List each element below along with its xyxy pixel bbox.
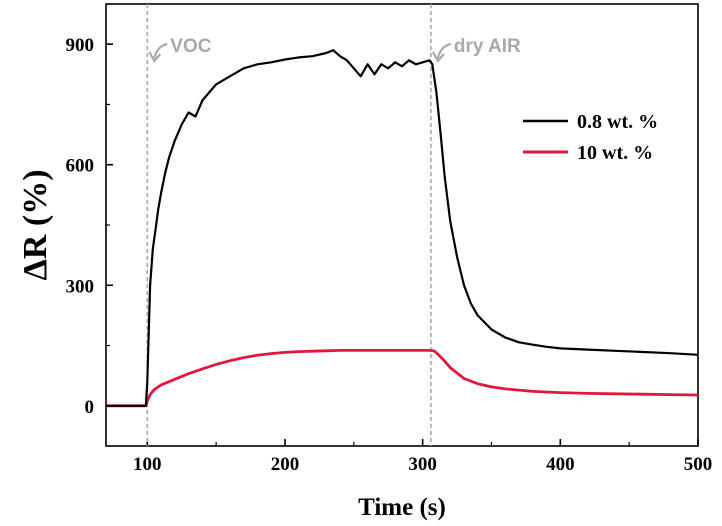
- x-tick-label: 500: [684, 454, 713, 475]
- axis-ticks: 100 200 300 400 500 0 300 600 900: [66, 35, 713, 475]
- legend-label: 10 wt. %: [577, 142, 653, 164]
- series-line: [106, 348, 699, 408]
- legend-item: 10 wt. %: [523, 142, 653, 164]
- annotation-label: VOC: [170, 36, 211, 57]
- annotation-arrow-head: [431, 51, 445, 63]
- legend-label: 0.8 wt. %: [577, 111, 658, 133]
- annotation-arrow: [436, 42, 452, 59]
- y-tick-label: 300: [66, 276, 95, 297]
- y-tick-label: 600: [66, 156, 95, 177]
- legend: 0.8 wt. % 10 wt. %: [523, 111, 658, 164]
- y-tick-label: 0: [85, 397, 95, 418]
- x-tick-label: 300: [408, 454, 437, 475]
- plot-frame: [105, 3, 699, 447]
- annotation-label: dry AIR: [454, 36, 521, 57]
- data-series: [106, 49, 699, 408]
- y-axis-title: ΔR (%): [17, 169, 54, 280]
- x-tick-label: 200: [271, 454, 300, 475]
- plot-area-border: [105, 3, 699, 447]
- event-markers: [146, 4, 432, 446]
- annotations: VOC dry AIR: [148, 36, 521, 63]
- x-tick-label: 400: [546, 454, 575, 475]
- series-line: [106, 49, 699, 407]
- legend-item: 0.8 wt. %: [523, 111, 658, 133]
- y-tick-label: 900: [66, 35, 95, 56]
- annotation-arrow: [153, 42, 168, 59]
- annotation: dry AIR: [431, 36, 521, 63]
- x-tick-label: 100: [133, 454, 162, 475]
- x-axis-title: Time (s): [358, 494, 446, 521]
- annotation: VOC: [148, 36, 212, 63]
- annotation-arrow-head: [148, 51, 162, 63]
